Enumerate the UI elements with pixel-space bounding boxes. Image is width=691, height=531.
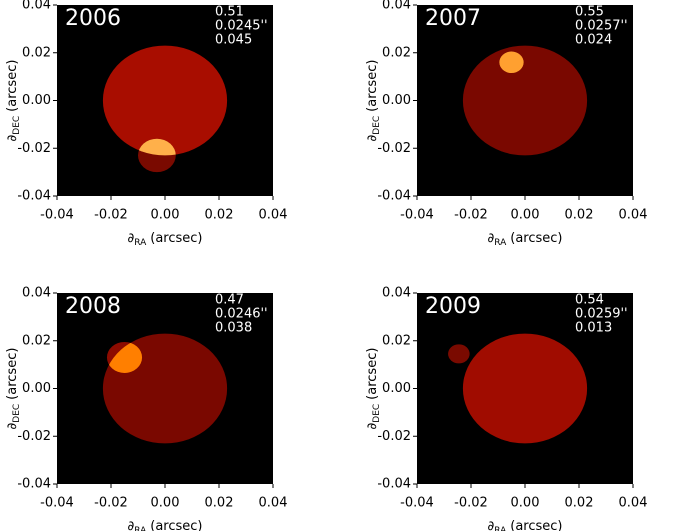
- label-sub: RA: [494, 526, 507, 531]
- x-tick-label: 0.02: [565, 496, 594, 511]
- x-tick-label: -0.04: [400, 208, 434, 223]
- label-sub: RA: [494, 238, 507, 248]
- x-tick-label: -0.02: [454, 496, 488, 511]
- x-axis-label: ∂RA (arcsec): [127, 519, 202, 531]
- label-sub: DEC: [12, 404, 22, 423]
- panel: 2008 0.470.0246''0.038 -0.04 -0.02 0.00 0.02 0…: [5, 286, 288, 531]
- annotation: 0.0257'': [575, 19, 628, 34]
- panel: 2007 0.550.0257''0.024 -0.04 -0.02 0.00 0.02 0…: [365, 0, 648, 248]
- disk: [462, 45, 588, 156]
- label-symbol: ∂: [365, 422, 380, 429]
- y-tick-label: 0.00: [382, 93, 411, 108]
- panel: 2009 0.540.0259''0.013 -0.04 -0.02 0.00 0.02 0…: [365, 286, 648, 531]
- y-tick-label: 0.00: [22, 93, 51, 108]
- y-tick-label: -0.04: [17, 189, 51, 204]
- x-tick-label: -0.04: [40, 208, 74, 223]
- x-axis-label: ∂RA (arcsec): [127, 231, 202, 248]
- label-symbol: ∂: [365, 134, 380, 141]
- y-tick-label: 0.04: [382, 0, 411, 13]
- disk: [462, 333, 588, 444]
- y-tick-label: 0.02: [22, 45, 51, 60]
- y-tick-label: 0.02: [382, 333, 411, 348]
- x-tick-label: -0.04: [400, 496, 434, 511]
- annotation: 0.0246'': [215, 307, 268, 322]
- label-sub: DEC: [12, 116, 22, 135]
- x-tick-label: 0.04: [619, 496, 648, 511]
- x-tick-label: 0.00: [151, 496, 180, 511]
- y-tick-label: 0.00: [22, 381, 51, 396]
- spot-on-disk: [499, 51, 524, 74]
- panel: 2006 0.510.0245''0.045 -0.04 -0.02 0.00 0.02 0…: [5, 0, 288, 248]
- label-unit: (arcsec): [5, 348, 20, 400]
- label-unit: (arcsec): [150, 519, 202, 531]
- annotation: 0.013: [575, 321, 612, 336]
- annotation: 0.0259'': [575, 307, 628, 322]
- annotation: 0.038: [215, 321, 252, 336]
- spot-on-disk: [138, 138, 176, 156]
- label-symbol: ∂: [487, 519, 494, 531]
- x-tick-label: 0.02: [205, 208, 234, 223]
- y-tick-label: -0.04: [17, 477, 51, 492]
- x-tick-label: -0.02: [94, 208, 128, 223]
- y-tick-label: 0.02: [382, 45, 411, 60]
- x-tick-label: 0.02: [565, 208, 594, 223]
- y-axis-label: ∂DEC (arcsec): [5, 348, 22, 430]
- x-tick-label: 0.04: [619, 208, 648, 223]
- label-sub: RA: [134, 526, 147, 531]
- y-axis-label: ∂DEC (arcsec): [365, 348, 382, 430]
- x-tick-label: -0.02: [94, 496, 128, 511]
- y-tick-label: 0.04: [22, 286, 51, 301]
- y-tick-label: -0.04: [377, 189, 411, 204]
- x-tick-label: 0.00: [151, 208, 180, 223]
- y-tick-label: -0.04: [377, 477, 411, 492]
- y-axis-label: ∂DEC (arcsec): [365, 60, 382, 142]
- y-tick-label: 0.04: [382, 286, 411, 301]
- spot: [448, 344, 470, 364]
- label-unit: (arcsec): [365, 348, 380, 400]
- annotation: 0.024: [575, 33, 612, 48]
- panel-title: 2008: [65, 294, 121, 319]
- x-tick-label: 0.04: [259, 496, 288, 511]
- label-unit: (arcsec): [510, 231, 562, 246]
- y-tick-label: -0.02: [377, 141, 411, 156]
- y-tick-label: 0.04: [22, 0, 51, 13]
- panel-title: 2007: [425, 6, 481, 31]
- label-sub: DEC: [372, 116, 382, 135]
- x-tick-label: 0.00: [511, 208, 540, 223]
- label-symbol: ∂: [5, 422, 20, 429]
- panel-title: 2009: [425, 294, 481, 319]
- x-tick-label: 0.00: [511, 496, 540, 511]
- x-tick-label: -0.04: [40, 496, 74, 511]
- label-unit: (arcsec): [150, 231, 202, 246]
- y-tick-label: -0.02: [17, 429, 51, 444]
- label-unit: (arcsec): [510, 519, 562, 531]
- annotation: 0.045: [215, 33, 252, 48]
- y-tick-label: -0.02: [377, 429, 411, 444]
- label-sub: DEC: [372, 404, 382, 423]
- annotation: 0.51: [215, 5, 244, 20]
- label-unit: (arcsec): [5, 60, 20, 112]
- label-symbol: ∂: [127, 231, 134, 246]
- disk: [102, 45, 228, 156]
- annotation: 0.55: [575, 5, 604, 20]
- x-tick-label: -0.02: [454, 208, 488, 223]
- x-axis-label: ∂RA (arcsec): [487, 231, 562, 248]
- y-tick-label: -0.02: [17, 141, 51, 156]
- y-tick-label: 0.02: [22, 333, 51, 348]
- label-unit: (arcsec): [365, 60, 380, 112]
- y-axis-label: ∂DEC (arcsec): [5, 60, 22, 142]
- label-symbol: ∂: [487, 231, 494, 246]
- x-tick-label: 0.04: [259, 208, 288, 223]
- annotation: 0.54: [575, 293, 604, 308]
- x-axis-label: ∂RA (arcsec): [487, 519, 562, 531]
- annotation: 0.0245'': [215, 19, 268, 34]
- x-tick-label: 0.02: [205, 496, 234, 511]
- label-symbol: ∂: [127, 519, 134, 531]
- annotation: 0.47: [215, 293, 244, 308]
- panel-title: 2006: [65, 6, 121, 31]
- label-sub: RA: [134, 238, 147, 248]
- y-tick-label: 0.00: [382, 381, 411, 396]
- label-symbol: ∂: [5, 134, 20, 141]
